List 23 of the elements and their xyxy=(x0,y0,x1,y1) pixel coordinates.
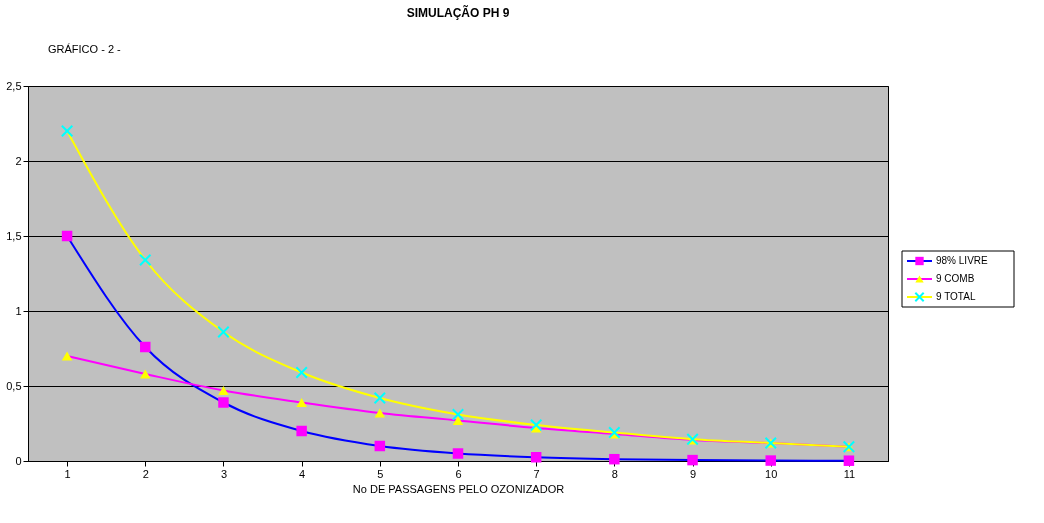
x-tick-label: 2 xyxy=(142,467,149,480)
x-tick-label: 1 xyxy=(64,467,71,480)
x-tick-label: 6 xyxy=(455,467,462,480)
y-tick-label: 1,5 xyxy=(6,229,22,242)
x-axis-title: No DE PASSAGENS PELO OZONIZADOR xyxy=(352,482,565,495)
x-tick-label: 9 xyxy=(689,467,697,480)
y-tick-label: 2,5 xyxy=(6,79,22,92)
x-tick-label: 7 xyxy=(533,467,540,480)
legend-label: 9 COMB xyxy=(936,273,975,284)
x-tick-label: 11 xyxy=(843,467,856,480)
legend-label: 9 TOTAL xyxy=(936,291,976,302)
y-tick-label: 0 xyxy=(15,454,22,467)
x-tick-label: 10 xyxy=(765,467,778,480)
y-tick-label: 2 xyxy=(15,154,22,167)
y-tick-label: 0,5 xyxy=(6,379,22,392)
legend-label: 98% LIVRE xyxy=(936,255,989,266)
x-tick-label: 8 xyxy=(611,467,618,480)
y-tick-label: 1 xyxy=(15,304,22,317)
x-tick-label: 3 xyxy=(220,467,228,480)
x-tick-label: 5 xyxy=(377,467,384,480)
chart-title: SIMULAÇÃO PH 9 xyxy=(406,5,510,20)
text: GRÁFICO - 2 - xyxy=(48,43,122,55)
x-tick-label: 4 xyxy=(299,467,306,480)
